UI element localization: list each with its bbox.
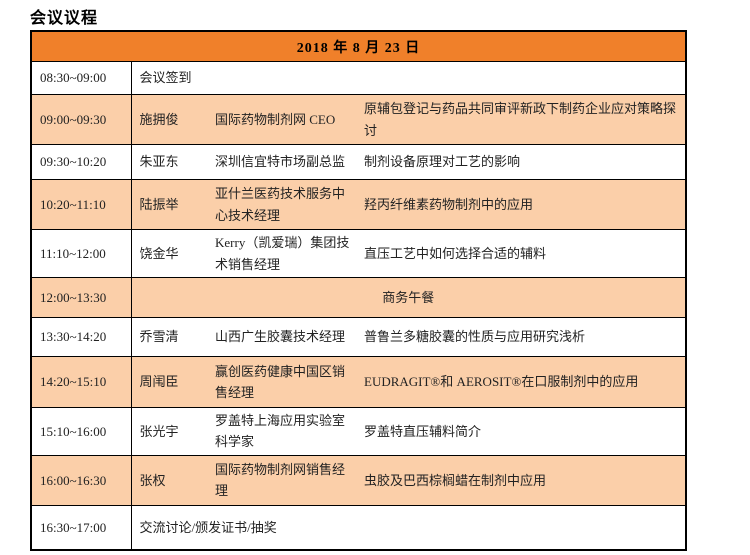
speaker-cell: 陆振举: [131, 179, 207, 230]
topic-cell: 罗盖特直压辅料简介: [356, 407, 686, 456]
topic-cell: 直压工艺中如何选择合适的辅料: [356, 229, 686, 278]
time-cell: 15:10~16:00: [31, 407, 132, 456]
agenda-row: 16:30~17:00 交流讨论/颁发证书/抽奖: [31, 504, 686, 551]
topic-cell: 原辅包登记与药品共同审评新政下制药企业应对策略探讨: [356, 94, 686, 145]
time-cell: 08:30~09:00: [31, 61, 132, 95]
agenda-row: 15:10~16:00 张光宇 罗盖特上海应用实验室科学家 罗盖特直压辅料简介: [31, 407, 686, 456]
agenda-table: 2018 年 8 月 23 日 08:30~09:00 会议签到 09:00~0…: [30, 30, 687, 552]
title-cell: 山西广生胶囊技术经理: [207, 317, 356, 357]
agenda-row: 09:30~10:20 朱亚东 深圳信宜特市场副总监 制剂设备原理对工艺的影响: [31, 144, 686, 180]
title-cell: 罗盖特上海应用实验室科学家: [207, 407, 356, 456]
time-cell: 16:30~17:00: [31, 504, 132, 551]
title-cell: 赢创医药健康中国区销售经理: [207, 356, 356, 408]
agenda-row: 13:30~14:20 乔雪清 山西广生胶囊技术经理 普鲁兰多糖胶囊的性质与应用…: [31, 317, 686, 357]
merged-cell: 商务午餐: [131, 277, 686, 318]
speaker-cell: 施拥俊: [131, 94, 207, 145]
page-title: 会议议程: [30, 10, 99, 27]
time-cell: 16:00~16:30: [31, 454, 132, 506]
title-cell: 深圳信宜特市场副总监: [207, 144, 356, 180]
speaker-cell: 乔雪清: [131, 317, 207, 357]
title-cell: 亚什兰医药技术服务中心技术经理: [207, 179, 356, 230]
date-header: 2018 年 8 月 23 日: [31, 31, 686, 62]
speaker-cell: 张光宇: [131, 407, 207, 456]
topic-cell: 制剂设备原理对工艺的影响: [356, 144, 686, 180]
title-cell: 国际药物制剂网销售经理: [207, 454, 356, 506]
topic-cell: 羟丙纤维素药物制剂中的应用: [356, 179, 686, 230]
time-cell: 09:30~10:20: [31, 144, 132, 180]
agenda-row: 14:20~15:10 周闱臣 赢创医药健康中国区销售经理 EUDRAGIT®和…: [31, 356, 686, 408]
speaker-cell: 周闱臣: [131, 356, 207, 408]
agenda-row: 10:20~11:10 陆振举 亚什兰医药技术服务中心技术经理 羟丙纤维素药物制…: [31, 179, 686, 230]
agenda-row: 09:00~09:30 施拥俊 国际药物制剂网 CEO 原辅包登记与药品共同审评…: [31, 94, 686, 145]
topic-cell: EUDRAGIT®和 AEROSIT®在口服制剂中的应用: [356, 356, 686, 408]
topic-cell: 虫胶及巴西棕榈蜡在制剂中应用: [356, 454, 686, 506]
time-cell: 13:30~14:20: [31, 317, 132, 357]
title-cell: Kerry（凯爱瑞）集团技术销售经理: [207, 229, 356, 278]
topic-cell: 普鲁兰多糖胶囊的性质与应用研究浅析: [356, 317, 686, 357]
speaker-cell: 朱亚东: [131, 144, 207, 180]
merged-cell: 会议签到: [131, 61, 686, 95]
agenda-row: 16:00~16:30 张权 国际药物制剂网销售经理 虫胶及巴西棕榈蜡在制剂中应…: [31, 454, 686, 506]
time-cell: 11:10~12:00: [31, 229, 132, 278]
agenda-row: 08:30~09:00 会议签到: [31, 61, 686, 95]
date-header-row: 2018 年 8 月 23 日: [31, 31, 686, 62]
time-cell: 09:00~09:30: [31, 94, 132, 145]
time-cell: 10:20~11:10: [31, 179, 132, 230]
time-cell: 12:00~13:30: [31, 277, 132, 318]
merged-cell: 交流讨论/颁发证书/抽奖: [131, 504, 686, 551]
title-cell: 国际药物制剂网 CEO: [207, 94, 356, 145]
speaker-cell: 张权: [131, 454, 207, 506]
time-cell: 14:20~15:10: [31, 356, 132, 408]
speaker-cell: 饶金华: [131, 229, 207, 278]
agenda-row: 12:00~13:30 商务午餐: [31, 277, 686, 318]
agenda-row: 11:10~12:00 饶金华 Kerry（凯爱瑞）集团技术销售经理 直压工艺中…: [31, 229, 686, 278]
